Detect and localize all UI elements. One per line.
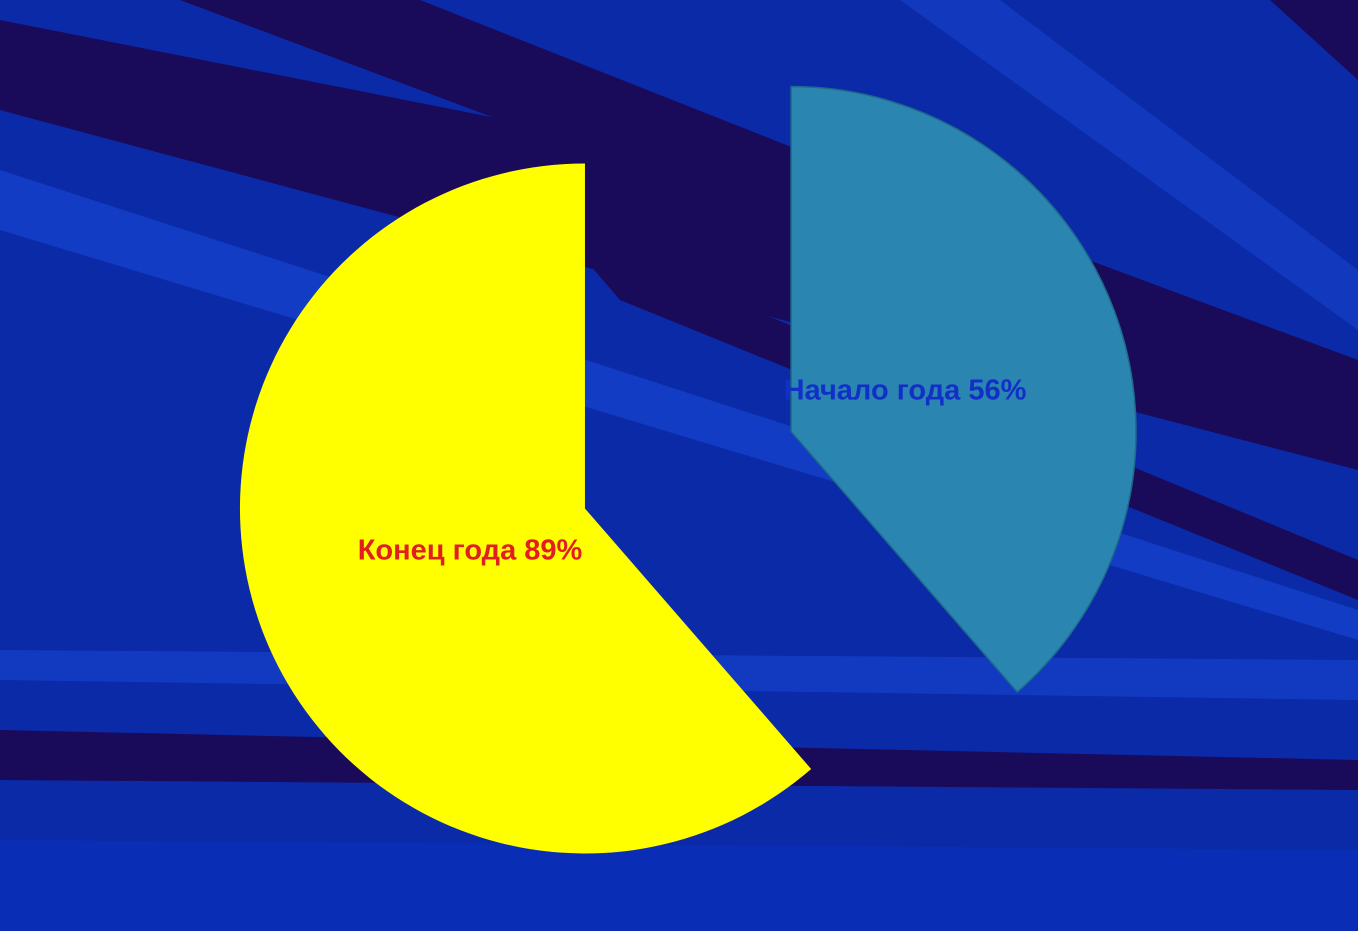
pie-chart: Конец года 89% Начало года 56% (239, 85, 1137, 854)
pie-slice-2 (790, 85, 1137, 694)
pie-slice-label-1: Конец года 89% (358, 535, 583, 567)
pie-slice-label-2: Начало года 56% (784, 375, 1027, 407)
pie-slice-1 (239, 163, 812, 854)
